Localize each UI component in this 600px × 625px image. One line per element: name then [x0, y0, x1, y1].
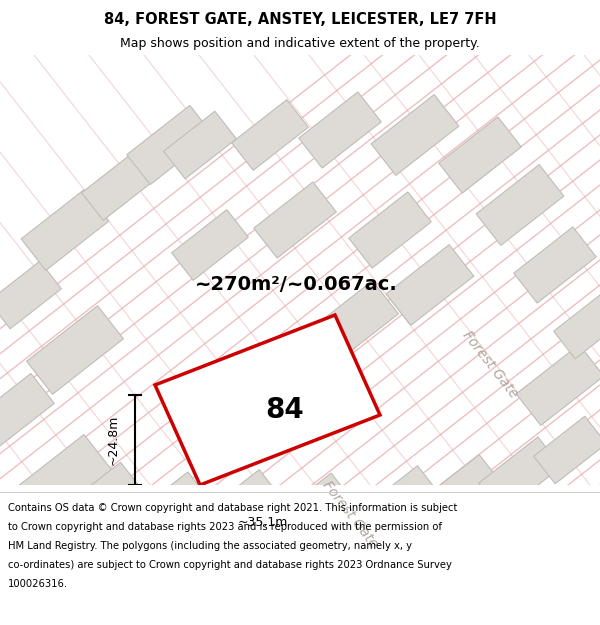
Text: ~35.1m: ~35.1m [238, 516, 287, 529]
Text: to Crown copyright and database rights 2023 and is reproduced with the permissio: to Crown copyright and database rights 2… [8, 522, 442, 532]
Polygon shape [439, 117, 521, 193]
Polygon shape [129, 472, 211, 548]
Text: ~24.8m: ~24.8m [107, 415, 119, 465]
Polygon shape [302, 281, 398, 369]
Text: Forest Gate: Forest Gate [320, 479, 380, 551]
Polygon shape [514, 227, 596, 303]
Polygon shape [254, 182, 336, 258]
Polygon shape [347, 466, 443, 554]
Polygon shape [0, 261, 61, 329]
Text: 84: 84 [266, 396, 304, 424]
Polygon shape [82, 149, 158, 221]
Polygon shape [416, 454, 504, 536]
Polygon shape [533, 416, 600, 484]
Polygon shape [0, 374, 54, 446]
Text: co-ordinates) are subject to Crown copyright and database rights 2023 Ordnance S: co-ordinates) are subject to Crown copyr… [8, 560, 452, 570]
Polygon shape [26, 306, 124, 394]
Polygon shape [299, 92, 381, 168]
Polygon shape [516, 344, 600, 426]
Polygon shape [371, 94, 459, 176]
Polygon shape [172, 209, 248, 281]
Polygon shape [155, 315, 380, 485]
Text: HM Land Registry. The polygons (including the associated geometry, namely x, y: HM Land Registry. The polygons (includin… [8, 541, 412, 551]
Polygon shape [196, 469, 284, 551]
Polygon shape [127, 106, 213, 184]
Polygon shape [21, 189, 109, 271]
Text: Map shows position and indicative extent of the property.: Map shows position and indicative extent… [120, 38, 480, 51]
Polygon shape [164, 111, 236, 179]
Text: 100026316.: 100026316. [8, 579, 68, 589]
Polygon shape [53, 462, 146, 548]
Polygon shape [5, 434, 115, 536]
Text: Forest Gate: Forest Gate [460, 329, 520, 401]
Text: Contains OS data © Crown copyright and database right 2021. This information is : Contains OS data © Crown copyright and d… [8, 503, 457, 513]
Polygon shape [479, 437, 561, 513]
Polygon shape [554, 291, 600, 359]
Polygon shape [349, 192, 431, 268]
Polygon shape [386, 244, 474, 326]
Text: 84, FOREST GATE, ANSTEY, LEICESTER, LE7 7FH: 84, FOREST GATE, ANSTEY, LEICESTER, LE7 … [104, 12, 496, 27]
Polygon shape [476, 164, 564, 246]
Polygon shape [232, 99, 308, 171]
Text: ~270m²/~0.067ac.: ~270m²/~0.067ac. [195, 276, 398, 294]
Polygon shape [264, 473, 356, 557]
